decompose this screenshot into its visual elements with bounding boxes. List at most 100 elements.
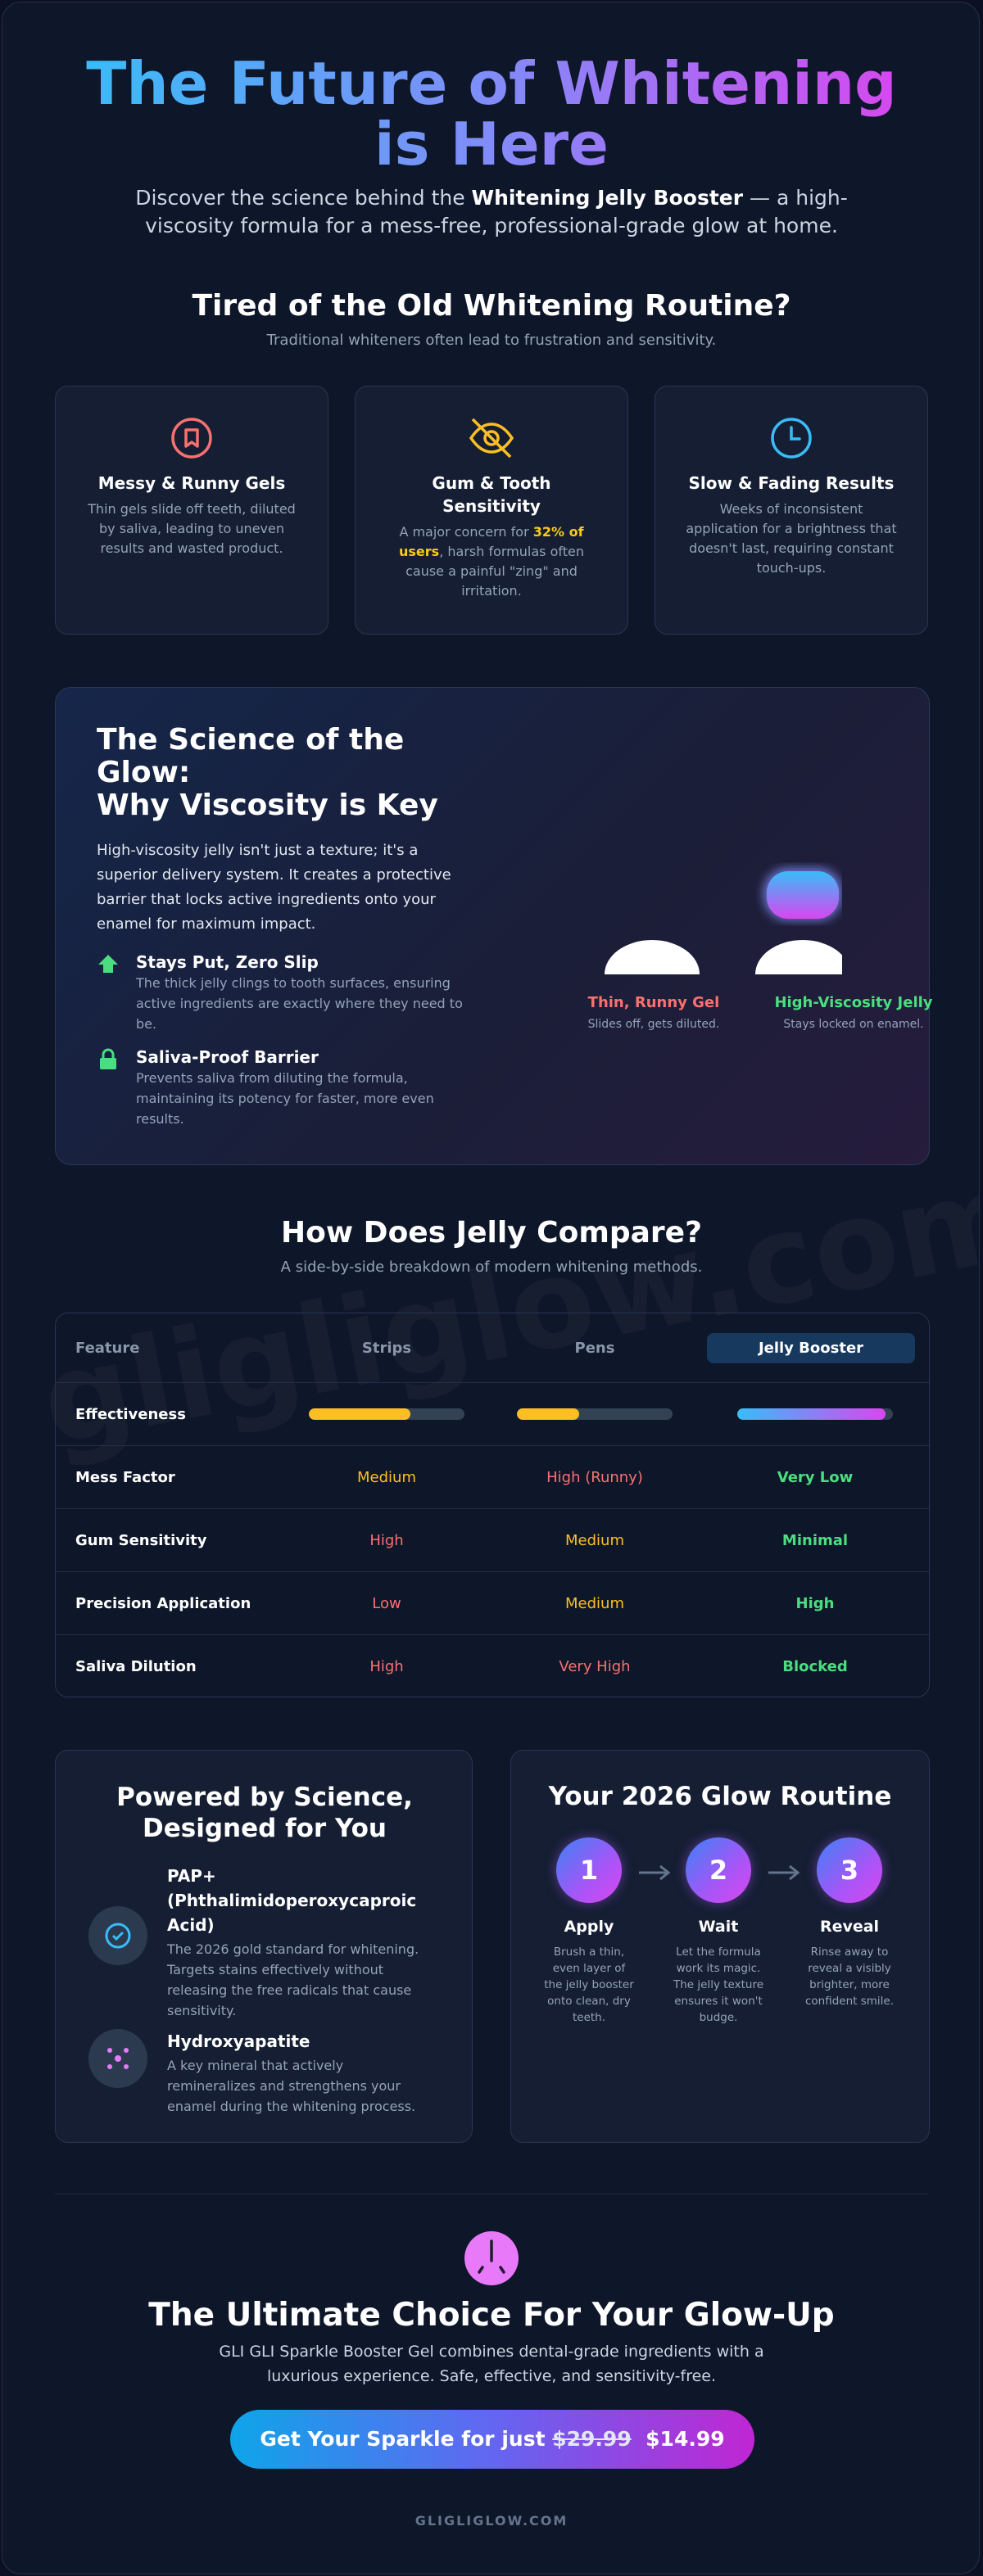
- problem-card: Messy & Runny Gels Thin gels slide off t…: [55, 386, 328, 635]
- section-title: How Does Jelly Compare?: [281, 1216, 702, 1250]
- icon-glyph: [105, 1923, 131, 1949]
- cell: Very High: [559, 1657, 631, 1675]
- cell: Very Low: [777, 1468, 854, 1486]
- highlight-header: Jelly Booster: [707, 1332, 915, 1363]
- demo-text: Stays locked on enamel.: [783, 1018, 924, 1031]
- row-label: Gum Sensitivity: [75, 1531, 207, 1549]
- ingredient-name: Hydroxyapatite: [167, 2031, 310, 2051]
- ingredient-text: The 2026 gold standard for whitening. Ta…: [167, 1941, 419, 2018]
- step: 1 Apply Brush a thin, even layer of the je…: [544, 1837, 634, 2026]
- step-number: 3: [817, 1837, 882, 1903]
- cell: Low: [372, 1594, 401, 1612]
- footer: GLIGLIGLOW.COM: [414, 2513, 569, 2529]
- comparison-table: Feature Strips Pens Jelly Booster Effect…: [55, 1313, 930, 1697]
- table-row: Effectiveness: [56, 1382, 929, 1445]
- table-row: Precision Application Low Medium High: [56, 1571, 929, 1634]
- cell: [701, 1408, 929, 1420]
- science-title: The Science of the Glow: Why Viscosity is…: [97, 724, 457, 822]
- feature: Stays Put, Zero Slip The thick jelly cli…: [97, 951, 473, 1034]
- card-title: Gum & Tooth Sensitivity: [432, 473, 551, 516]
- routine-panel: Your 2026 Glow Routine 1 Apply Brush a thi…: [510, 1750, 930, 2143]
- title-line: Why Viscosity is Key: [97, 789, 438, 822]
- icon-glyph: [107, 2048, 129, 2069]
- cell: Medium: [565, 1531, 624, 1549]
- step-number: 2: [686, 1837, 751, 1903]
- panel-title: Powered by Science, Designed for You: [116, 1783, 413, 1843]
- row-label: Saliva Dilution: [75, 1657, 197, 1675]
- row-label: Mess Factor: [75, 1468, 175, 1486]
- hero-subtitle: Discover the science behind the Whitenin…: [134, 184, 849, 240]
- feature-title: Saliva-Proof Barrier: [136, 1047, 319, 1067]
- problem-card: Slow & Fading Results Weeks of inconsist…: [655, 386, 928, 635]
- cell: Medium: [565, 1594, 624, 1612]
- table-row: Gum Sensitivity High Medium Minimal: [56, 1508, 929, 1571]
- step-text: Brush a thin, even layer of the jelly bo…: [544, 1946, 634, 2024]
- icon: [98, 955, 118, 973]
- cell: High: [369, 1531, 404, 1549]
- old-price: $29.99: [552, 2427, 632, 2451]
- step-arrows: [639, 1864, 800, 1881]
- table-row: Saliva Dilution High Very High Blocked: [56, 1634, 929, 1697]
- price: $14.99: [646, 2427, 725, 2451]
- cta-text: GLI GLI Sparkle Booster Gel combines den…: [219, 2343, 764, 2385]
- cell: [488, 1408, 701, 1420]
- table-header: Feature Strips Pens Jelly Booster: [56, 1313, 929, 1382]
- step-title: Reveal: [819, 1918, 880, 1936]
- step: 2 Wait Let the formula work its magic. The…: [673, 1837, 763, 2026]
- cell: Blocked: [782, 1657, 848, 1675]
- row-label: Effectiveness: [75, 1405, 186, 1423]
- icon: [88, 2029, 147, 2088]
- feature-text: Prevents saliva from diluting the formul…: [136, 1070, 434, 1127]
- cell: High (Runny): [546, 1468, 643, 1486]
- panel-title: Your 2026 Glow Routine: [548, 1782, 892, 1811]
- section-title: Tired of the Old Whitening Routine?: [192, 289, 791, 323]
- section-subtitle: Traditional whiteners often lead to frus…: [266, 332, 717, 349]
- title-line: The Science of the Glow:: [97, 723, 405, 789]
- step-text: Let the formula work its magic. The jell…: [673, 1946, 763, 2024]
- highlight: 32% of users: [399, 524, 584, 559]
- ingredient: Hydroxyapatite A key mineral that active…: [88, 2029, 433, 2117]
- header-cell: Jelly Booster: [701, 1332, 929, 1363]
- step-title: Apply: [564, 1918, 614, 1936]
- problem-card: Gum & Tooth Sensitivity A major concern …: [355, 386, 628, 635]
- ingredients-panel: Powered by Science, Designed for You PAP…: [55, 1750, 473, 2143]
- icon: [469, 418, 514, 459]
- text: , harsh formulas often cause a painful "…: [405, 544, 584, 599]
- step: 3 Reveal Rinse away to reveal a visibly br…: [804, 1837, 895, 2009]
- demo-title: Thin, Runny Gel: [587, 994, 720, 1011]
- demo-label: Thin, Runny Gel Slides off, gets diluted.: [551, 994, 756, 1031]
- ingredient: PAP+ (Phthalimidoperoxycaproic Acid) The…: [88, 1864, 433, 2021]
- ingredient-name: PAP+ (Phthalimidoperoxycaproic Acid): [167, 1866, 417, 1935]
- table-row: Mess Factor Medium High (Runny) Very Low: [56, 1445, 929, 1508]
- viscosity-illustration: [605, 868, 842, 974]
- science-text: High-viscosity jelly isn't just a textur…: [97, 842, 451, 933]
- cell: Medium: [357, 1468, 416, 1486]
- card-text: Thin gels slide off teeth, diluted by sa…: [88, 501, 296, 556]
- ingredient-text: A key mineral that actively remineralize…: [167, 2058, 416, 2114]
- text: A major concern for: [399, 524, 533, 540]
- cell: Minimal: [781, 1531, 849, 1549]
- bar-track: [737, 1408, 893, 1420]
- cell: High: [795, 1594, 835, 1612]
- demo-label: High-Viscosity Jelly Stays locked on enam…: [751, 994, 956, 1031]
- bar: [309, 1408, 410, 1420]
- bar: [737, 1408, 886, 1420]
- feature-text: The thick jelly clings to tooth surfaces…: [136, 975, 463, 1032]
- step-text: Rinse away to reveal a visibly brighter,…: [804, 1946, 895, 2008]
- feature: Saliva-Proof Barrier Prevents saliva fro…: [97, 1046, 473, 1129]
- card-title: Messy & Runny Gels: [97, 473, 286, 493]
- row-label: Precision Application: [75, 1594, 251, 1612]
- demo-text: Slides off, gets diluted.: [587, 1018, 720, 1031]
- section-subtitle: A side-by-side breakdown of modern white…: [280, 1259, 703, 1276]
- demo-title: High-Viscosity Jelly: [774, 994, 933, 1011]
- header-cell: Strips: [361, 1339, 412, 1357]
- cta-icon: [464, 2231, 519, 2285]
- hero-title: The Future of Whitening is Here: [68, 53, 915, 174]
- step-title: Wait: [698, 1918, 739, 1936]
- header-cell: Feature: [75, 1339, 140, 1357]
- text-bold: Whitening Jelly Booster: [471, 186, 744, 210]
- cta-button[interactable]: Get Your Sparkle for just $29.99 $14.99: [230, 2410, 754, 2469]
- cell: High: [369, 1657, 404, 1675]
